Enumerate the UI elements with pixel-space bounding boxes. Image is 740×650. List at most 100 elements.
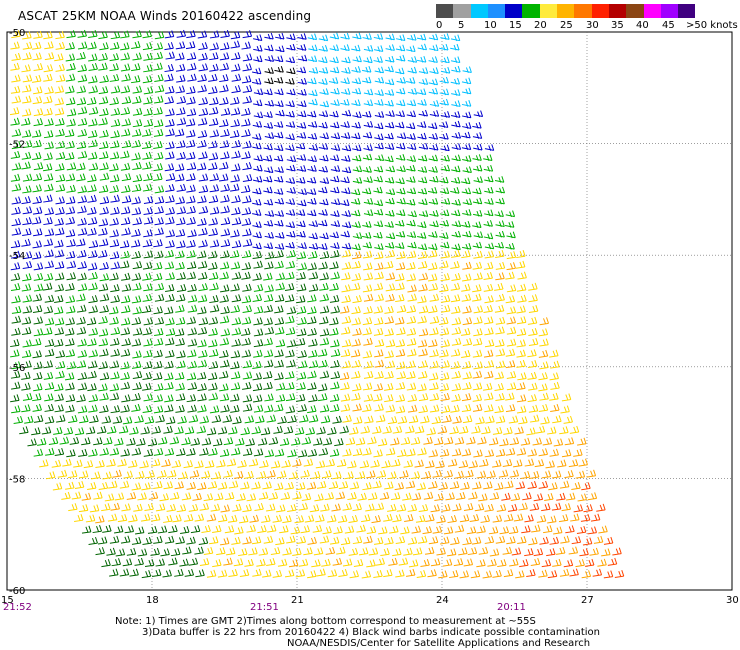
wind-barb: [322, 526, 332, 535]
wind-barb: [77, 205, 87, 214]
wind-barb: [417, 243, 428, 251]
wind-barb: [264, 404, 274, 413]
wind-barb: [558, 514, 569, 523]
wind-barb: [351, 77, 362, 85]
legend-label: 10: [484, 20, 497, 31]
wind-barb: [373, 208, 384, 216]
wind-barb: [451, 305, 461, 314]
wind-barb: [451, 326, 462, 335]
wind-barb: [175, 41, 186, 50]
wind-barb: [385, 272, 396, 281]
wind-barb: [157, 525, 168, 534]
wind-barb: [285, 133, 295, 141]
wind-barb: [274, 260, 284, 269]
wind-barb: [263, 242, 274, 250]
wind-barb: [175, 52, 185, 61]
wind-barb: [85, 514, 96, 523]
wind-barb: [395, 67, 405, 75]
wind-barb: [248, 458, 259, 467]
wind-barb: [430, 504, 440, 513]
wind-barb: [209, 348, 219, 357]
wind-barb: [65, 481, 75, 490]
plot-frame: [6, 31, 733, 591]
wind-barb: [307, 370, 317, 379]
wind-barb: [130, 75, 141, 84]
wind-barb: [102, 471, 112, 480]
wind-barb: [509, 437, 520, 446]
wind-barb: [33, 383, 43, 392]
wind-barb: [270, 547, 281, 556]
wind-barb: [254, 502, 264, 511]
wind-barb: [553, 438, 564, 447]
wind-barb: [121, 195, 132, 204]
wind-barb: [77, 64, 88, 73]
wind-barb: [142, 151, 152, 160]
wind-barb: [362, 284, 373, 293]
wind-barb: [263, 88, 273, 96]
wind-barb: [285, 349, 295, 358]
wind-barb: [43, 305, 54, 314]
wind-barb: [251, 67, 262, 75]
wind-barb: [504, 480, 514, 489]
wind-barb: [473, 316, 483, 325]
wind-barb: [503, 513, 514, 522]
wind-barb: [336, 459, 347, 468]
wind-barb: [397, 449, 407, 458]
wind-barb: [509, 525, 519, 534]
wind-barb: [41, 426, 52, 435]
wind-barb: [447, 515, 457, 524]
wind-barb: [516, 382, 526, 391]
legend-swatch: [539, 4, 558, 18]
wind-barb: [396, 142, 406, 150]
wind-barb: [209, 129, 220, 138]
wind-barb: [48, 436, 59, 445]
wind-barb: [22, 339, 32, 348]
wind-barb: [231, 447, 241, 456]
wind-barb: [307, 132, 318, 140]
wind-barb: [110, 118, 121, 127]
wind-barb: [495, 293, 505, 302]
wind-barb: [319, 100, 330, 108]
wind-barb: [198, 536, 209, 545]
wind-barb: [416, 55, 427, 63]
wind-barb: [495, 415, 506, 424]
wind-barb: [450, 261, 460, 270]
wind-barb: [285, 271, 295, 280]
latitude-label: -56: [9, 363, 25, 374]
wind-barb: [140, 513, 151, 522]
wind-barb: [319, 404, 330, 413]
wind-barb: [55, 184, 66, 192]
wind-barb: [590, 513, 601, 522]
wind-barb: [330, 348, 341, 357]
wind-barb: [52, 482, 63, 491]
wind-barb: [32, 173, 43, 182]
wind-barb: [549, 448, 559, 457]
wind-barb: [384, 305, 394, 314]
wind-barb: [32, 196, 42, 205]
wind-barb: [286, 164, 296, 172]
wind-barb: [241, 295, 252, 304]
wind-barb: [175, 372, 185, 381]
wind-barb: [296, 482, 306, 491]
wind-barb: [175, 261, 185, 270]
wind-barb: [308, 66, 319, 74]
wind-barb: [517, 536, 527, 545]
wind-barb: [439, 372, 450, 381]
wind-barb: [251, 481, 261, 490]
wind-barb: [549, 349, 559, 358]
wind-barb: [318, 393, 328, 402]
wind-barb: [285, 198, 296, 205]
wind-barb: [175, 229, 186, 238]
wind-barb: [43, 130, 54, 139]
wind-barb: [208, 106, 219, 115]
legend-swatch: [643, 4, 661, 18]
wind-barb: [395, 219, 405, 227]
wind-barb: [297, 360, 308, 369]
wind-barb: [131, 139, 141, 148]
wind-barb: [219, 52, 230, 61]
wind-barb: [570, 513, 580, 522]
wind-barb: [208, 392, 219, 401]
wind-barb: [198, 239, 208, 248]
wind-barb: [319, 198, 329, 206]
wind-barb: [142, 537, 152, 546]
